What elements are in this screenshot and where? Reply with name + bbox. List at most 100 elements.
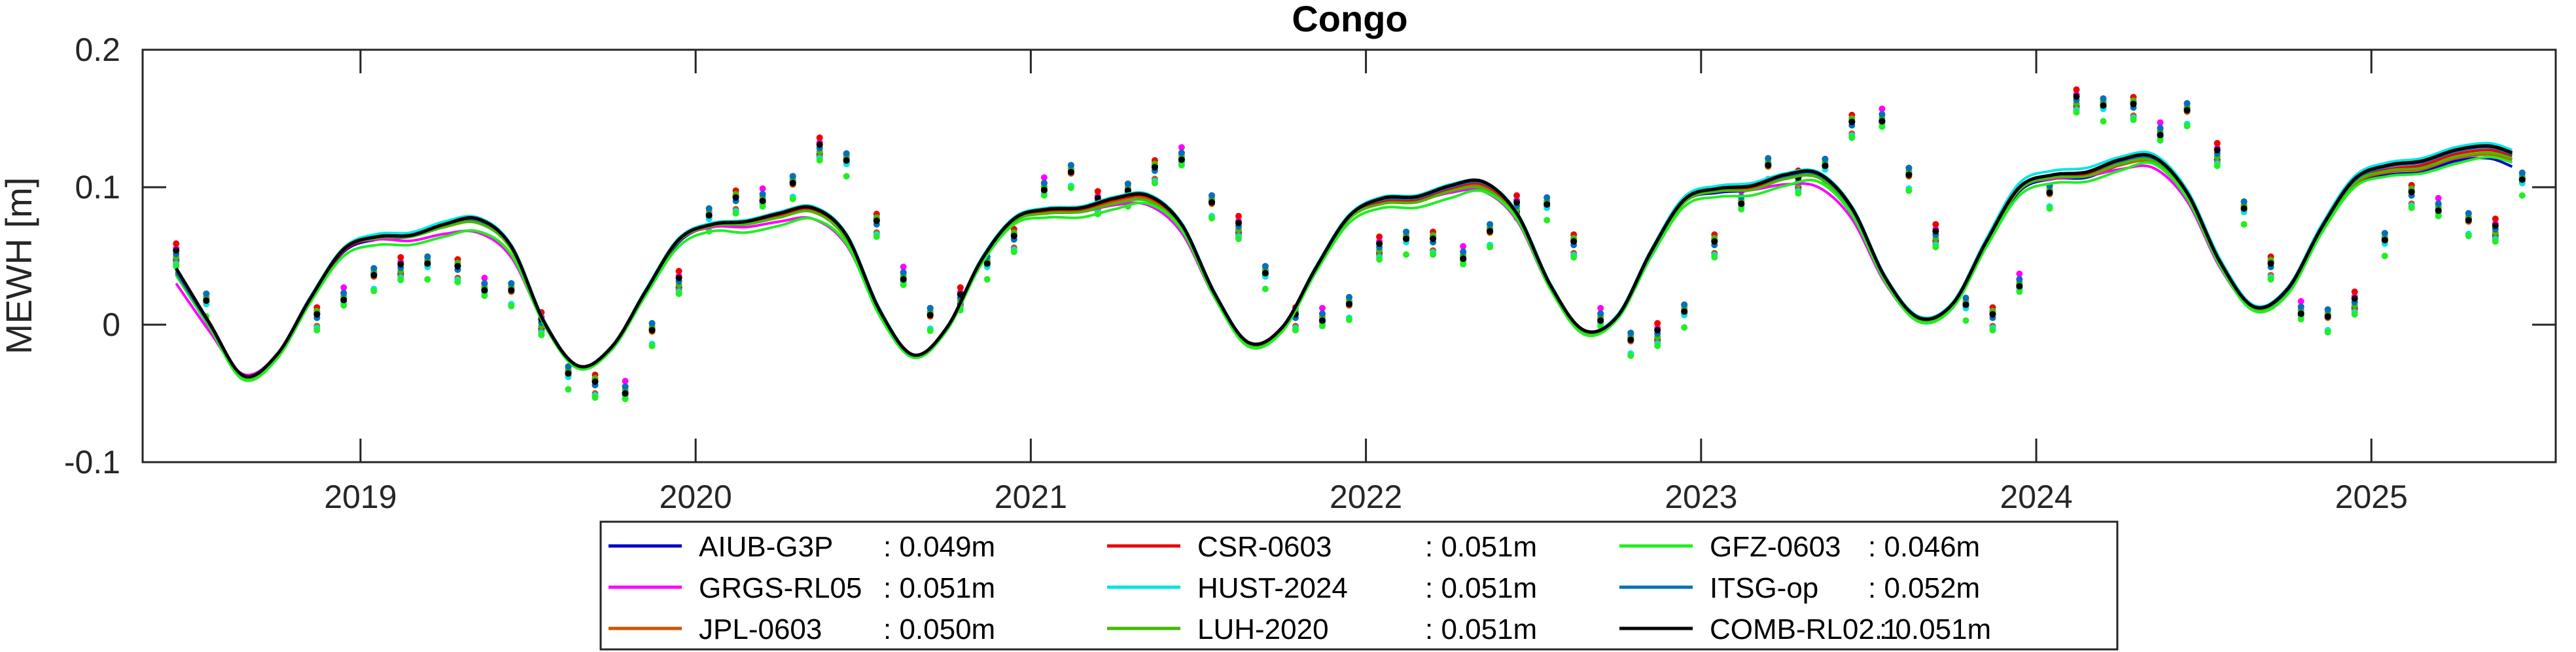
data-point-comb-rl02-1 <box>481 287 488 294</box>
data-point-comb-rl02-1 <box>1151 164 1158 171</box>
data-point-comb-rl02-1 <box>1178 156 1185 163</box>
data-point-itsg-op <box>1487 221 1494 228</box>
x-tick-label: 2022 <box>1330 479 1402 515</box>
data-point-gfz-0603 <box>1738 206 1745 213</box>
data-point-csr-0603 <box>675 268 682 275</box>
legend-entry-rmse: : 0.052m <box>1868 572 1980 604</box>
data-point-csr-0603 <box>1376 233 1383 240</box>
data-point-csr-0603 <box>1932 221 1939 228</box>
data-point-comb-rl02-1 <box>675 274 682 281</box>
data-point-gfz-0603 <box>1376 256 1383 263</box>
data-point-comb-rl02-1 <box>454 263 461 270</box>
data-point-itsg-op <box>1262 263 1269 270</box>
data-point-itsg-op <box>1627 329 1634 336</box>
data-point-comb-rl02-1 <box>1319 317 1326 324</box>
data-point-comb-rl02-1 <box>873 217 880 225</box>
data-point-itsg-op <box>1597 310 1604 317</box>
data-point-comb-rl02-1 <box>508 287 515 294</box>
data-point-comb-rl02-1 <box>2073 93 2080 100</box>
data-point-comb-rl02-1 <box>983 260 991 267</box>
data-point-comb-rl02-1 <box>1544 201 1551 208</box>
y-tick-label: 0 <box>102 306 120 343</box>
data-point-comb-rl02-1 <box>1879 118 1886 125</box>
data-point-comb-rl02-1 <box>424 260 431 267</box>
data-point-itsg-op <box>2016 276 2023 283</box>
data-point-comb-rl02-1 <box>2324 313 2331 320</box>
x-axis: 2019 2020 2021 2022 2023 2024 2025 <box>324 50 2408 515</box>
data-point-grgs-rl05 <box>1040 174 1048 181</box>
legend-entry-rmse: : 0.049m <box>883 531 995 563</box>
data-point-comb-rl02-1 <box>900 276 907 283</box>
x-tick-label: 2023 <box>1665 479 1737 515</box>
data-point-gfz-0603 <box>1319 323 1326 330</box>
data-point-comb-rl02-1 <box>2214 147 2221 154</box>
data-point-itsg-op <box>424 253 431 261</box>
data-point-comb-rl02-1 <box>2130 100 2137 107</box>
y-tick-label: -0.1 <box>64 444 120 480</box>
data-point-itsg-op <box>1124 180 1131 187</box>
data-point-comb-rl02-1 <box>2381 236 2388 244</box>
data-point-itsg-op <box>2465 209 2472 217</box>
data-point-gfz-0603 <box>565 386 572 393</box>
data-point-gfz-0603 <box>2073 109 2080 116</box>
data-point-comb-rl02-1 <box>705 212 713 219</box>
data-point-itsg-op <box>622 383 629 390</box>
data-point-gfz-0603 <box>1905 187 1913 194</box>
data-point-grgs-rl05 <box>759 185 766 192</box>
series-line-luh-2020 <box>175 151 2513 381</box>
data-point-gfz-0603 <box>2324 329 2331 336</box>
data-point-gfz-0603 <box>2046 205 2053 212</box>
data-point-comb-rl02-1 <box>1738 200 1745 208</box>
data-point-comb-rl02-1 <box>1010 232 1017 240</box>
monthly-points <box>173 86 2526 403</box>
data-point-gfz-0603 <box>1989 327 1996 334</box>
data-point-comb-rl02-1 <box>1822 162 1829 170</box>
data-point-gfz-0603 <box>397 276 404 283</box>
data-point-gfz-0603 <box>424 276 431 283</box>
plot-area-frame <box>141 48 2557 463</box>
data-point-comb-rl02-1 <box>203 297 210 304</box>
data-point-comb-rl02-1 <box>1262 270 1269 277</box>
data-point-grgs-rl05 <box>1879 105 1886 113</box>
data-point-grgs-rl05 <box>481 274 488 281</box>
data-point-itsg-op <box>2518 170 2526 176</box>
data-point-csr-0603 <box>1654 319 1661 327</box>
data-point-itsg-op <box>508 280 515 287</box>
data-point-csr-0603 <box>1235 213 1242 220</box>
y-tick-label: 0.2 <box>75 31 120 68</box>
data-point-gfz-0603 <box>2518 192 2526 199</box>
legend-entry-label: AIUB-G3P <box>699 531 833 563</box>
data-point-gfz-0603 <box>2016 288 2023 295</box>
legend-entry-rmse: : 0.046m <box>1868 531 1980 563</box>
data-point-comb-rl02-1 <box>2408 189 2415 196</box>
data-point-gfz-0603 <box>2240 221 2248 228</box>
data-point-comb-rl02-1 <box>1932 228 1939 235</box>
data-point-grgs-rl05 <box>2435 194 2442 202</box>
data-point-itsg-op <box>340 289 347 297</box>
y-axis-label: MEWH [m] <box>0 177 39 355</box>
data-point-itsg-op <box>843 150 850 157</box>
data-point-gfz-0603 <box>1430 251 1437 258</box>
data-point-gfz-0603 <box>1962 317 1969 324</box>
data-point-comb-rl02-1 <box>622 390 629 397</box>
data-point-itsg-op <box>2297 303 2304 310</box>
smoothed-series <box>175 141 2513 382</box>
chart-title: Congo <box>1292 0 1407 39</box>
data-point-gfz-0603 <box>1487 244 1494 251</box>
data-point-grgs-rl05 <box>2297 298 2304 305</box>
data-point-comb-rl02-1 <box>816 141 823 148</box>
data-point-gfz-0603 <box>675 290 682 297</box>
series-line-hust-2024 <box>175 141 2513 378</box>
data-point-gfz-0603 <box>1067 185 1074 191</box>
data-point-grgs-rl05 <box>340 284 347 291</box>
data-point-comb-rl02-1 <box>2435 207 2442 214</box>
data-point-itsg-op <box>370 264 378 272</box>
data-point-comb-rl02-1 <box>1040 187 1048 194</box>
data-point-itsg-op <box>1460 248 1467 255</box>
data-point-itsg-op <box>789 173 796 180</box>
data-point-itsg-op <box>1544 194 1551 201</box>
legend: AIUB-G3P: 0.049m GRGS-RL05: 0.051m JPL-060… <box>599 520 2119 651</box>
y-tick-label: 0.1 <box>75 169 120 206</box>
data-point-comb-rl02-1 <box>1654 327 1661 334</box>
